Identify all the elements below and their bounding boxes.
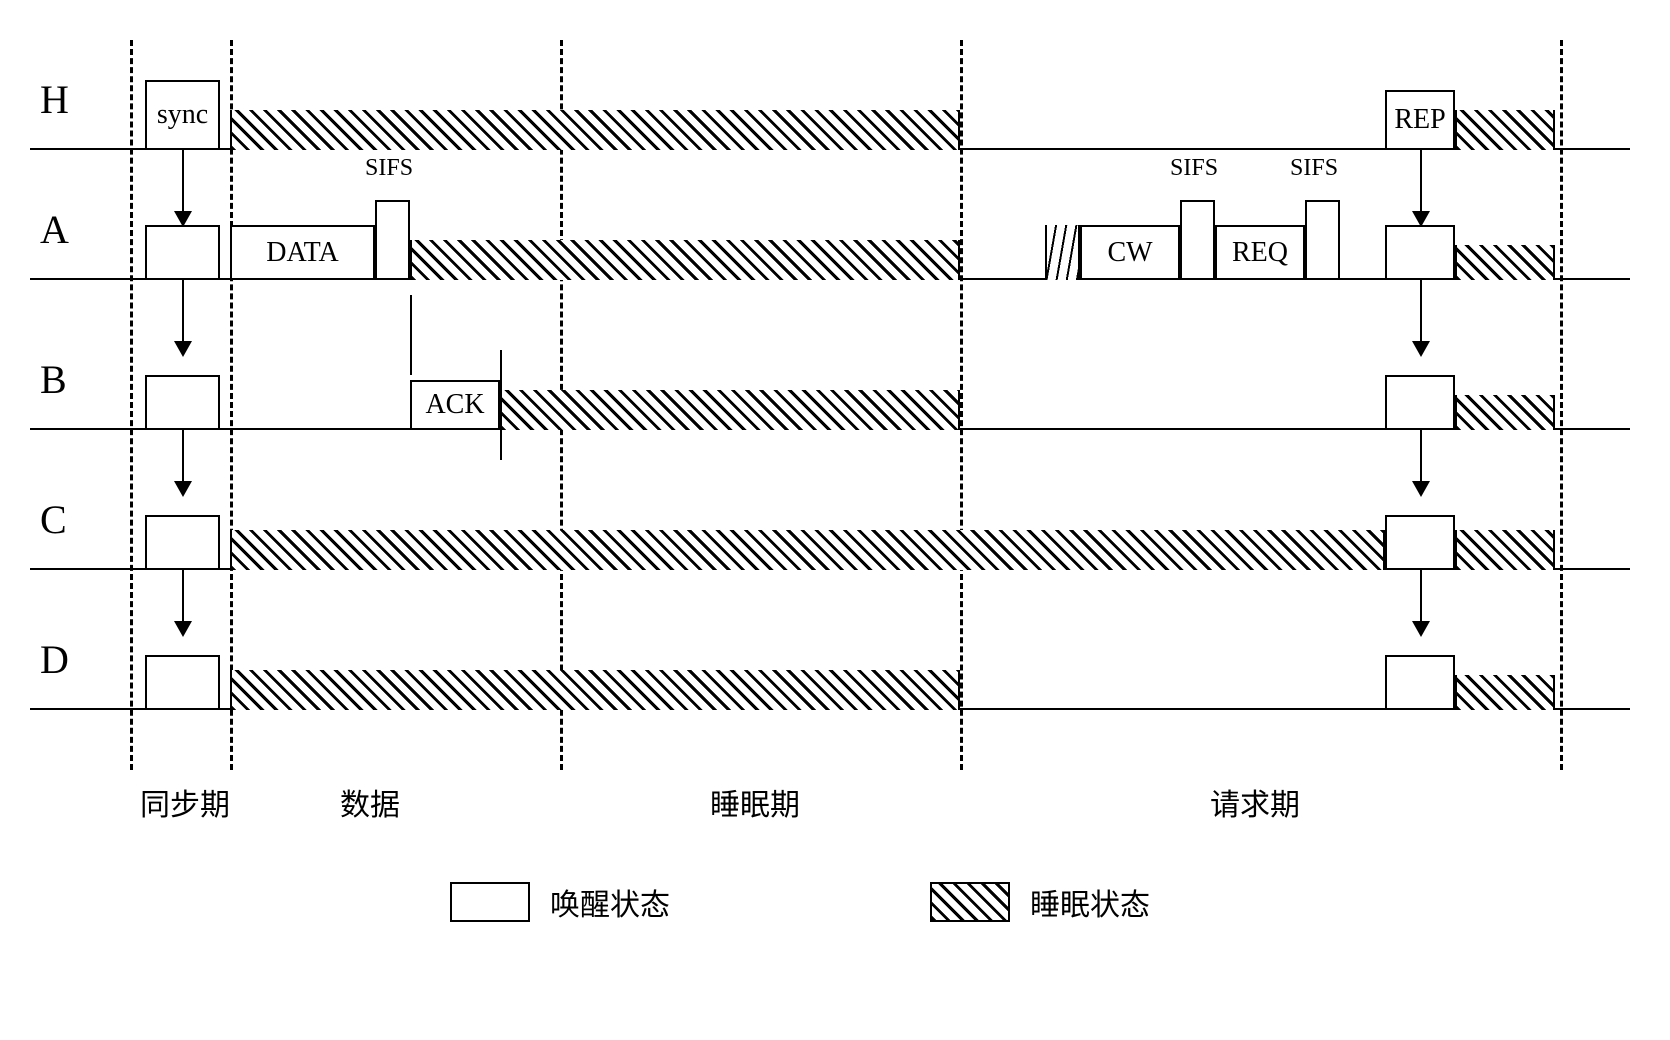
row-label-b: B: [40, 356, 67, 403]
phase-sync: 同步期: [140, 780, 230, 824]
arrow: [182, 150, 184, 225]
arrow: [1420, 570, 1422, 635]
legend-sleep-text: 睡眠状态: [1030, 880, 1150, 924]
row-label-a: A: [40, 206, 69, 253]
arrow: [182, 280, 184, 355]
block-A_cwstripe: [1045, 225, 1080, 280]
row-label-c: C: [40, 496, 67, 543]
arrow: [182, 570, 184, 635]
phase-divider: [130, 40, 133, 770]
tick-mark: [410, 295, 412, 375]
block-H_rep: REP: [1385, 90, 1455, 150]
block-B_sleep: [500, 390, 960, 430]
block-A_wake2: [1385, 225, 1455, 280]
phase-divider: [1560, 40, 1563, 770]
block-H_sleep2: [1455, 110, 1555, 150]
block-sync: sync: [145, 80, 220, 150]
arrow: [182, 430, 184, 495]
block-B_sleep2: [1455, 395, 1555, 430]
sifs-label-3: SIFS: [1290, 155, 1338, 182]
block-B_wake1: [145, 375, 220, 430]
block-A_sleep: [410, 240, 960, 280]
block-A_req: REQ: [1215, 225, 1305, 280]
block-B_ack: ACK: [410, 380, 500, 430]
block-A_sifs2_gap: [1180, 200, 1215, 280]
block-C_sleep: [230, 530, 1385, 570]
row-label-h: H: [40, 76, 69, 123]
block-A_data: DATA: [230, 225, 375, 280]
block-D_wake2: [1385, 655, 1455, 710]
phase-data: 数据: [340, 780, 400, 824]
arrow: [1420, 280, 1422, 355]
sifs-label-2: SIFS: [1170, 155, 1218, 182]
legend-awake-text: 唤醒状态: [550, 880, 670, 924]
arrow: [1420, 150, 1422, 225]
block-A_cw: CW: [1080, 225, 1180, 280]
block-H_sleep1: [230, 110, 960, 150]
block-D_sleep: [230, 670, 960, 710]
legend-sleep: 睡眠状态: [930, 880, 1150, 924]
phase-sleep: 睡眠期: [710, 780, 800, 824]
row-label-d: D: [40, 636, 69, 683]
legend-sleep-box: [930, 882, 1010, 922]
block-D_sleep2: [1455, 675, 1555, 710]
block-B_wake2: [1385, 375, 1455, 430]
arrow: [1420, 430, 1422, 495]
legend-awake: 唤醒状态: [450, 880, 670, 924]
block-C_wake1: [145, 515, 220, 570]
block-A_wake1: [145, 225, 220, 280]
block-A_sleep2: [1455, 245, 1555, 280]
timing-diagram: H A B C D syncREPDATACWREQACK SIFS SIFS …: [30, 30, 1630, 1010]
legend-awake-box: [450, 882, 530, 922]
phase-request: 请求期: [1210, 780, 1300, 824]
block-C_sleep2: [1455, 530, 1555, 570]
block-D_wake1: [145, 655, 220, 710]
block-A_sifs3_gap: [1305, 200, 1340, 280]
sifs-label-1: SIFS: [365, 155, 413, 182]
tick-mark: [500, 350, 502, 460]
phase-divider: [960, 40, 963, 770]
block-C_wake2: [1385, 515, 1455, 570]
block-A_sifs_gap: [375, 200, 410, 280]
